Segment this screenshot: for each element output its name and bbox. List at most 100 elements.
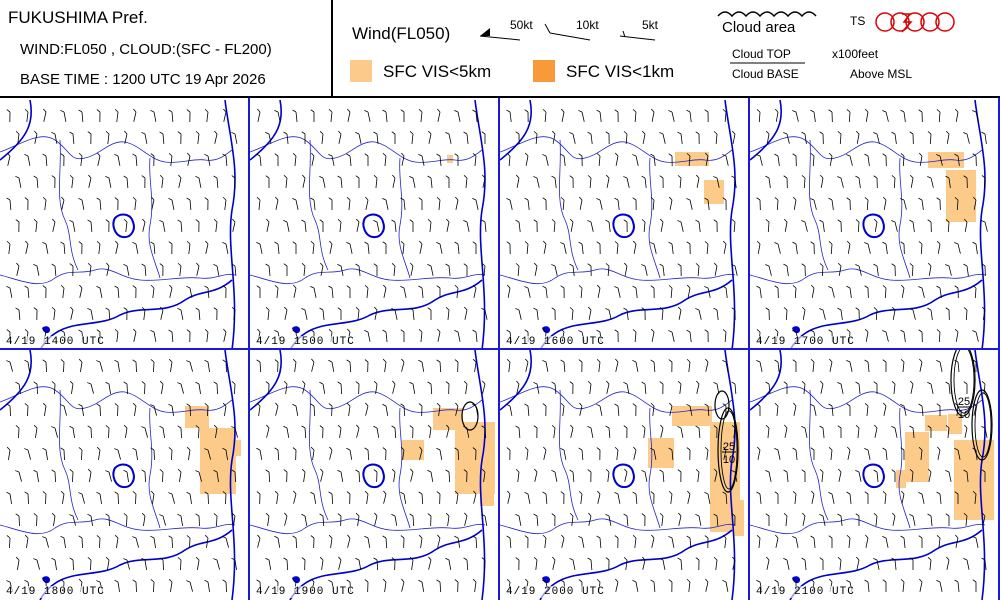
wind-barb-flag <box>686 241 691 245</box>
wind-barb-flag <box>150 490 155 495</box>
wind-barb <box>266 221 270 232</box>
wind-barb-flag <box>283 175 288 179</box>
wind-barb-flag <box>560 402 565 407</box>
panel-1700[interactable]: 4/19 1700 UTC <box>750 100 998 350</box>
wind-barb-flag <box>42 447 47 451</box>
wind-barb <box>216 471 219 482</box>
wind-barb-flag <box>141 469 146 473</box>
vis-area <box>704 180 724 204</box>
wind-barb <box>644 177 647 188</box>
pref-border <box>809 389 829 521</box>
wind-barb-flag <box>936 535 941 539</box>
wind-barb <box>517 471 520 482</box>
wind-barb-flag <box>723 446 727 451</box>
wind-barb-flag <box>310 535 315 539</box>
panel-1800[interactable]: 4/19 1800 UTC <box>0 350 248 600</box>
wind-barb-flag <box>187 152 191 157</box>
wind-barb-flag <box>587 220 592 223</box>
wind-barb-flag <box>78 329 83 333</box>
wind-barb-flag <box>419 240 423 245</box>
wind-barb-flag <box>756 491 761 495</box>
wind-barb-flag <box>650 242 655 245</box>
wind-barb <box>706 243 709 254</box>
wind-barb <box>189 199 192 210</box>
wind-barb <box>856 133 860 144</box>
wind-barb <box>448 265 451 276</box>
wind-barb <box>651 331 655 342</box>
coast-line <box>539 529 733 600</box>
wind-barb <box>27 493 29 505</box>
wind-barb <box>384 155 387 166</box>
wind-barb <box>507 493 511 504</box>
panel-2100[interactable]: 25 10 4/19 2100 UTC <box>750 350 998 600</box>
wind-barb-flag <box>150 109 155 113</box>
wind-barb-flag <box>909 219 914 223</box>
wind-barb <box>830 243 833 255</box>
wind-barb-flag <box>356 424 360 429</box>
wind-barb <box>475 537 478 549</box>
wind-barb <box>536 515 539 526</box>
wind-barb <box>285 177 288 188</box>
panel-2000[interactable]: 25 10 4/19 2000 UTC <box>500 350 748 600</box>
wind-barb-flag <box>596 358 601 363</box>
wind-barb-flag <box>774 491 779 495</box>
wind-barb-flag <box>320 468 324 473</box>
wind-barb-flag <box>292 578 297 583</box>
wind-barb-flag <box>328 534 333 539</box>
wind-barb <box>412 309 415 320</box>
wind-barb-flag <box>213 513 218 517</box>
wind-barb-flag <box>668 447 673 451</box>
wind-barb-flag <box>819 425 824 429</box>
wind-barb-flag <box>33 307 38 311</box>
panel-time-label: 4/19 1700 UTC <box>756 336 855 348</box>
wind-barb-flag <box>792 153 797 157</box>
wind-barb-flag <box>168 492 173 495</box>
wind-barb-flag <box>783 469 788 473</box>
wind-barb-flag <box>177 219 182 223</box>
wind-barb <box>63 111 67 122</box>
wind-barb-flag <box>909 469 914 473</box>
wind-barb-flag <box>624 468 628 473</box>
wind-barb <box>956 199 959 211</box>
wind-barb <box>439 155 442 166</box>
wind-barb-flag <box>482 380 486 385</box>
panel-1400[interactable]: 4/19 1400 UTC <box>0 100 248 350</box>
coast-line <box>724 350 736 600</box>
wind-barb-flag <box>78 358 83 363</box>
wind-barb-flag <box>418 329 423 333</box>
wind-barb-flag <box>186 329 191 333</box>
wind-barb-flag <box>472 109 477 113</box>
wind-barb-flag <box>141 175 146 179</box>
wind-barb <box>465 383 468 394</box>
wind-barb <box>376 221 380 232</box>
wind-barb-flag <box>569 512 574 517</box>
wind-barb-flag <box>633 446 637 451</box>
wind-barb <box>768 265 772 276</box>
wind-barb-flag <box>954 448 959 451</box>
wind-barb-flag <box>756 535 761 539</box>
wind-barb <box>464 309 468 320</box>
wind-barb <box>275 405 279 416</box>
wind-barb-flag <box>623 219 628 223</box>
wind-barb-flag <box>346 359 351 363</box>
wind-barb <box>295 199 299 210</box>
wind-barb-flag <box>96 285 101 289</box>
panel-1900[interactable]: 4/19 1900 UTC <box>250 350 498 600</box>
wind-barb <box>893 383 896 394</box>
panel-1500[interactable]: 4/19 1500 UTC <box>250 100 498 350</box>
wind-barb-flag <box>900 329 905 333</box>
wind-barb <box>554 265 558 276</box>
wind-barb-flag <box>51 381 56 385</box>
wind-barb <box>912 309 916 320</box>
wind-barb-flag <box>355 263 360 267</box>
coast-line <box>789 279 983 350</box>
wind-barb <box>8 449 11 460</box>
wind-barb-flag <box>274 330 279 333</box>
barb-5kt-icon <box>619 35 656 41</box>
wind-barb-flag <box>436 447 441 451</box>
wind-barb-flag <box>837 382 842 385</box>
panel-1600[interactable]: 4/19 1600 UTC <box>500 100 748 350</box>
wind-barb <box>946 559 950 570</box>
wind-barb-flag <box>292 198 297 201</box>
wind-barb-flag <box>569 557 574 561</box>
